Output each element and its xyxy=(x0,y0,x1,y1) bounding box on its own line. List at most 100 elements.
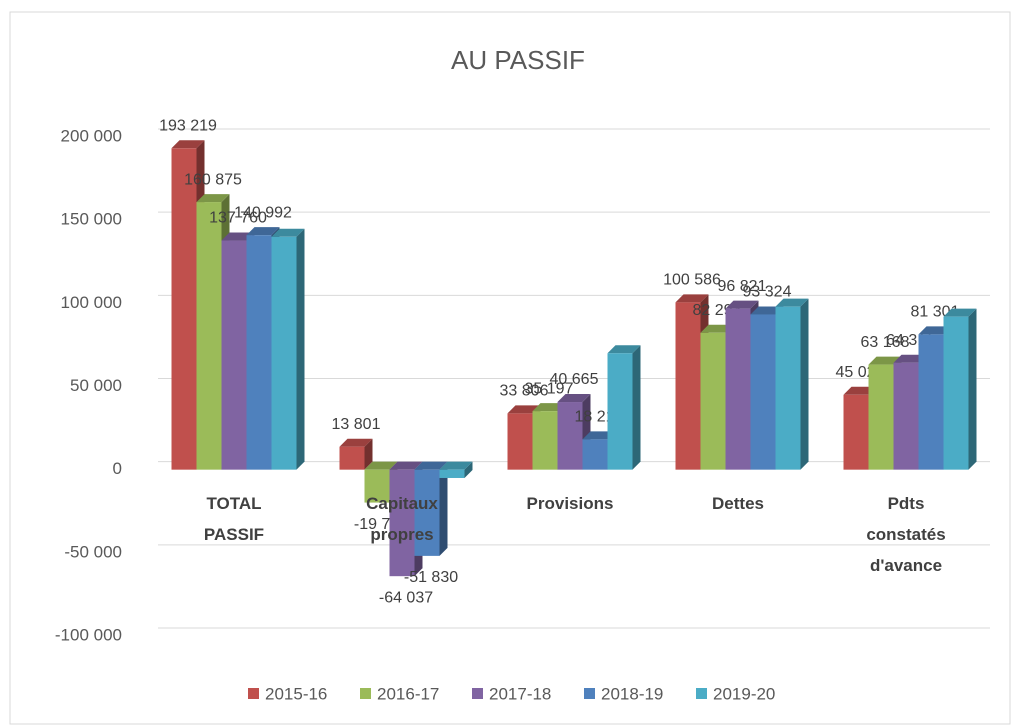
x-tick-line: d'avance xyxy=(870,556,942,575)
x-tick-line: PASSIF xyxy=(204,525,264,544)
bar xyxy=(532,411,558,470)
data-label: 140 992 xyxy=(234,204,292,221)
bar xyxy=(414,469,440,556)
bar xyxy=(943,316,969,470)
data-label: -64 037 xyxy=(379,589,433,606)
x-tick-line: Dettes xyxy=(712,494,764,513)
x-tick-line: TOTAL xyxy=(206,494,261,513)
data-label: 63 168 xyxy=(861,334,910,351)
bar-top xyxy=(171,140,205,149)
bar xyxy=(439,469,465,478)
bar-top xyxy=(918,326,952,335)
y-tick-label: 0 xyxy=(113,459,122,478)
x-tick-line: constatés xyxy=(866,525,945,544)
bar-top xyxy=(364,461,398,470)
bar-side xyxy=(800,298,809,470)
bar-top xyxy=(607,345,641,354)
legend-swatch xyxy=(696,688,707,699)
bar-top xyxy=(725,300,759,309)
bar xyxy=(271,236,297,470)
bar-side xyxy=(296,228,305,470)
legend-swatch xyxy=(584,688,595,699)
bar-top xyxy=(414,461,448,470)
bar-top xyxy=(339,438,373,447)
legend-label: 2016-17 xyxy=(377,684,439,703)
bar-top xyxy=(750,306,784,315)
x-tick-label: Provisions xyxy=(527,494,614,513)
bar-top xyxy=(221,232,255,241)
bar-top xyxy=(532,403,566,412)
data-label: 35 197 xyxy=(525,380,574,397)
data-label: 40 665 xyxy=(550,371,599,388)
bar xyxy=(893,362,919,470)
bar xyxy=(725,308,751,470)
bar-side xyxy=(464,461,473,478)
bar-top xyxy=(893,354,927,363)
data-label: 193 219 xyxy=(159,117,217,134)
bar xyxy=(171,148,197,470)
bar-top xyxy=(507,405,541,414)
legend-swatch xyxy=(248,688,259,699)
legend-label: 2019-20 xyxy=(713,684,775,703)
chart-title: AU PASSIF xyxy=(451,45,585,75)
bar xyxy=(364,469,390,503)
bar-top xyxy=(700,324,734,333)
y-tick-label: -100 000 xyxy=(55,625,122,644)
bar-top xyxy=(582,431,616,440)
y-tick-label: 150 000 xyxy=(61,210,122,229)
bar-top xyxy=(271,228,305,237)
bar xyxy=(918,334,944,470)
data-label: 100 586 xyxy=(663,272,721,289)
y-tick-label: 100 000 xyxy=(61,293,122,312)
x-tick-label: Capitaux propres xyxy=(366,494,438,544)
legend-label: 2017-18 xyxy=(489,684,551,703)
bar xyxy=(246,235,272,470)
bar xyxy=(221,240,247,470)
bar xyxy=(700,332,726,470)
data-label: 93 324 xyxy=(743,284,792,301)
bar xyxy=(507,413,533,470)
bar-side xyxy=(439,461,448,556)
bar-top xyxy=(843,386,877,395)
bar-side xyxy=(968,308,977,470)
bar xyxy=(389,469,415,577)
bar xyxy=(868,364,894,470)
x-tick-line: Capitaux xyxy=(366,494,438,513)
bar-top xyxy=(775,298,809,307)
bar xyxy=(775,306,801,470)
x-tick-line: propres xyxy=(370,525,433,544)
bar-side xyxy=(632,345,641,470)
data-label: 13 801 xyxy=(332,416,381,433)
bar-top xyxy=(868,356,902,365)
bar-top xyxy=(557,394,591,403)
bar-top xyxy=(439,461,473,470)
bar xyxy=(750,314,776,470)
bar xyxy=(339,446,365,470)
x-tick-line: Pdts xyxy=(888,494,925,513)
y-tick-label: 50 000 xyxy=(70,376,122,395)
bar xyxy=(196,202,222,470)
data-label: 96 821 xyxy=(718,278,767,295)
y-tick-label: -50 000 xyxy=(64,542,122,561)
legend-swatch xyxy=(360,688,371,699)
data-label: 160 875 xyxy=(184,171,242,188)
legend-label: 2018-19 xyxy=(601,684,663,703)
data-label: 33 806 xyxy=(500,383,549,400)
bar-top xyxy=(943,308,977,317)
bar xyxy=(675,302,701,470)
data-label: -51 830 xyxy=(404,569,458,586)
x-tick-label: Pdts constatés d'avance xyxy=(866,494,945,575)
bar xyxy=(582,439,608,470)
legend-label: 2015-16 xyxy=(265,684,327,703)
x-tick-label: Dettes xyxy=(712,494,764,513)
y-tick-label: 200 000 xyxy=(61,126,122,145)
bar xyxy=(557,402,583,470)
bar-side xyxy=(364,438,373,470)
x-tick-label: TOTAL PASSIF xyxy=(204,494,264,544)
data-label: 137 760 xyxy=(209,210,267,227)
bar-top xyxy=(675,294,709,303)
bar xyxy=(607,353,633,470)
bar-top xyxy=(196,194,230,203)
bar xyxy=(843,394,869,470)
